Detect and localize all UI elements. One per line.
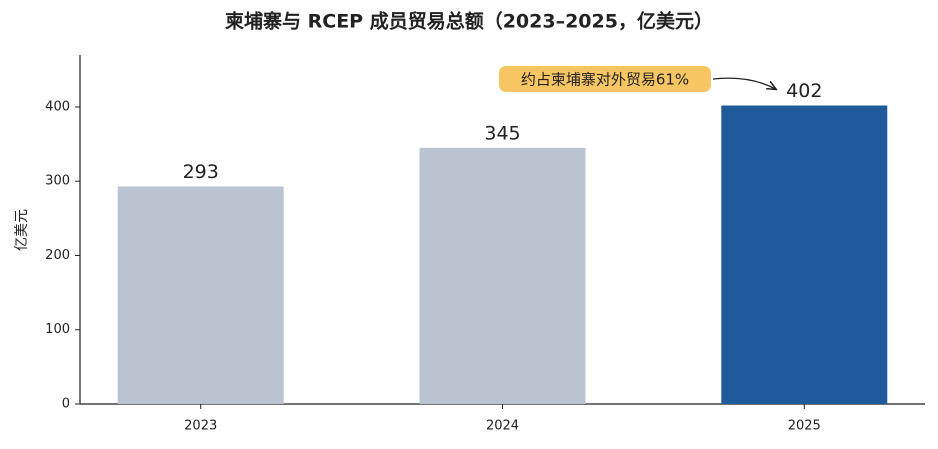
value-label: 345 <box>484 122 520 144</box>
y-tick-label: 200 <box>45 248 70 263</box>
annotation-text: 约占柬埔寨对外贸易61% <box>521 71 689 89</box>
bar <box>419 147 586 404</box>
y-tick-label: 100 <box>45 322 70 337</box>
y-tick-label: 300 <box>45 174 70 189</box>
y-tick-label: 400 <box>45 99 70 114</box>
y-tick-label: 0 <box>62 397 70 412</box>
bar <box>721 105 888 404</box>
y-axis-label: 亿美元 <box>14 209 30 251</box>
annotation-arrow <box>712 77 776 89</box>
annotation-box <box>499 66 711 92</box>
x-tick-label: 2024 <box>486 419 519 434</box>
value-label: 402 <box>786 80 822 102</box>
bar <box>117 186 284 404</box>
x-tick-label: 2023 <box>184 419 217 434</box>
chart-title: 柬埔寨与 RCEP 成员贸易总额（2023–2025，亿美元） <box>225 10 713 33</box>
x-tick-label: 2025 <box>788 419 821 434</box>
value-label: 293 <box>183 161 219 183</box>
